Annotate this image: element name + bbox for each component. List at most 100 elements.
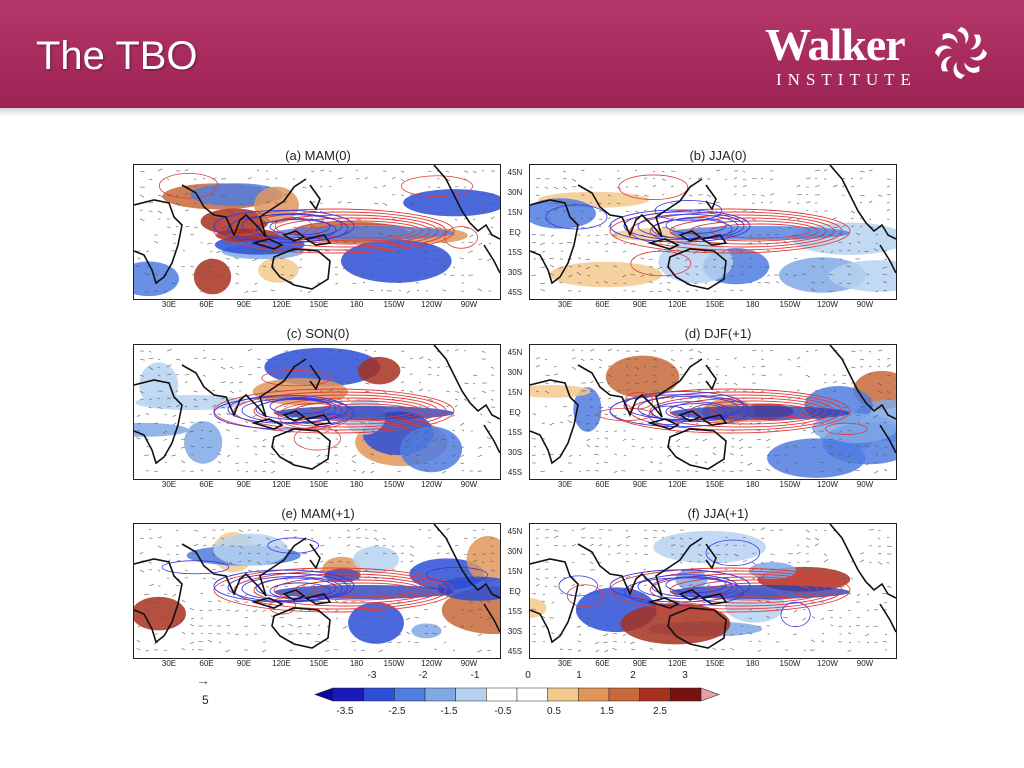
lon-tick-label: 30E [557,659,573,668]
lat-tick-label: 15N [507,388,523,397]
lat-tick-label: EQ [509,408,521,417]
slide-title: The TBO [36,34,198,78]
panel-title-c: (c) SON(0) [286,326,350,341]
colorbar-bottom-label: -3.5 [336,706,354,717]
colorbar-top-label: -1 [470,670,480,681]
swirl-icon [930,22,992,89]
colorbar-swatch [486,687,518,702]
lat-tick-label: 45N [507,527,523,536]
lon-tick-label: 90W [460,480,478,489]
lon-tick-label: 180 [745,659,760,668]
colorbar-swatch [516,687,548,702]
map-panel-a [133,164,501,300]
lat-tick-label: 15S [507,248,523,257]
header-shadow [0,108,1024,116]
lat-tick-label: 45S [507,288,523,297]
reference-vector-label: 5 [202,693,209,707]
colorbar-top-label: 1 [576,670,582,681]
lon-tick-label: 60E [595,659,610,668]
lat-tick-label: 30S [507,448,523,457]
colorbar-bottom-label: 0.5 [547,706,561,717]
lon-tick-label: 120W [421,300,442,309]
lon-tick-label: 150E [309,659,329,668]
map-panel-e [133,523,501,659]
lon-tick-label: 120E [272,300,291,309]
logo-subtitle: INSTITUTE [776,70,917,89]
lon-tick-label: 90E [632,300,648,309]
map-panel-d [529,344,897,480]
lat-tick-label: 30S [507,268,523,277]
lon-tick-label: 180 [349,480,364,489]
colorbar-swatch [455,687,487,702]
lat-tick-label: 15S [507,428,523,437]
lat-tick-label: 30S [507,627,523,636]
lon-tick-label: 150E [705,659,725,668]
lon-tick-label: 150E [705,300,725,309]
lat-tick-label: 45N [507,168,523,177]
colorbar-swatch [608,687,640,702]
map-panel-b [529,164,897,300]
map-panel-f [529,523,897,659]
lat-tick-label: 30N [507,368,523,377]
lon-tick-label: 150E [309,300,329,309]
lon-tick-label: 120E [668,480,687,489]
colorbar-top-label: 2 [630,670,636,681]
lon-tick-label: 90E [236,480,252,489]
lon-tick-label: 90E [236,300,252,309]
lon-tick-label: 90E [236,659,252,668]
panel-title-a: (a) MAM(0) [285,148,351,163]
lon-tick-label: 120E [668,300,687,309]
lon-tick-label: 120E [668,659,687,668]
colorbar-top-label: 0 [525,670,531,681]
lon-tick-label: 150W [383,300,405,309]
lon-tick-label: 150W [779,300,801,309]
lon-tick-label: 150W [779,480,801,489]
lat-tick-label: 30N [507,547,523,556]
colorbar-swatch [394,687,426,702]
lat-tick-label: EQ [509,587,521,596]
colorbar-bottom-label: -0.5 [494,706,512,717]
lon-tick-label: 150W [383,480,405,489]
lon-tick-label: 180 [349,300,364,309]
lon-tick-label: 90E [632,659,648,668]
lat-tick-label: 45N [507,348,523,357]
panel-title-b: (b) JJA(0) [689,148,747,163]
panel-title-d: (d) DJF(+1) [684,326,752,341]
lat-tick-label: 30N [507,188,523,197]
lat-tick-label: 15N [507,567,523,576]
colorbar-swatch [363,687,395,702]
lon-tick-label: 120W [817,480,838,489]
lon-tick-label: 30E [557,300,573,309]
colorbar-swatch [332,687,364,702]
lon-tick-label: 90W [856,300,874,309]
panel-title-e: (e) MAM(+1) [281,506,355,521]
panel-title-f: (f) JJA(+1) [687,506,749,521]
logo-wordmark: Walker [765,19,906,70]
header-banner [0,0,1024,108]
lon-tick-label: 30E [161,300,177,309]
lat-tick-label: EQ [509,228,521,237]
lon-tick-label: 120W [421,480,442,489]
lon-tick-label: 60E [595,480,610,489]
lon-tick-label: 60E [595,300,610,309]
lon-tick-label: 90W [856,659,874,668]
lon-tick-label: 150E [309,480,329,489]
lon-tick-label: 30E [161,480,177,489]
lon-tick-label: 60E [199,300,214,309]
colorbar-swatch [547,687,579,702]
lon-tick-label: 30E [557,480,573,489]
lon-tick-label: 150W [383,659,405,668]
colorbar-swatch [424,687,456,702]
lon-tick-label: 120W [421,659,442,668]
colorbar-top-label: -3 [367,670,377,681]
colorbar-swatch [670,687,702,702]
lon-tick-label: 90E [632,480,648,489]
lon-tick-label: 180 [745,480,760,489]
colorbar-swatch [578,687,610,702]
lon-tick-label: 30E [161,659,177,668]
colorbar-min-arrow [314,687,334,702]
colorbar-bottom-label: 1.5 [600,706,614,717]
lon-tick-label: 120E [272,659,291,668]
lon-tick-label: 120W [817,300,838,309]
colorbar-swatch [639,687,671,702]
